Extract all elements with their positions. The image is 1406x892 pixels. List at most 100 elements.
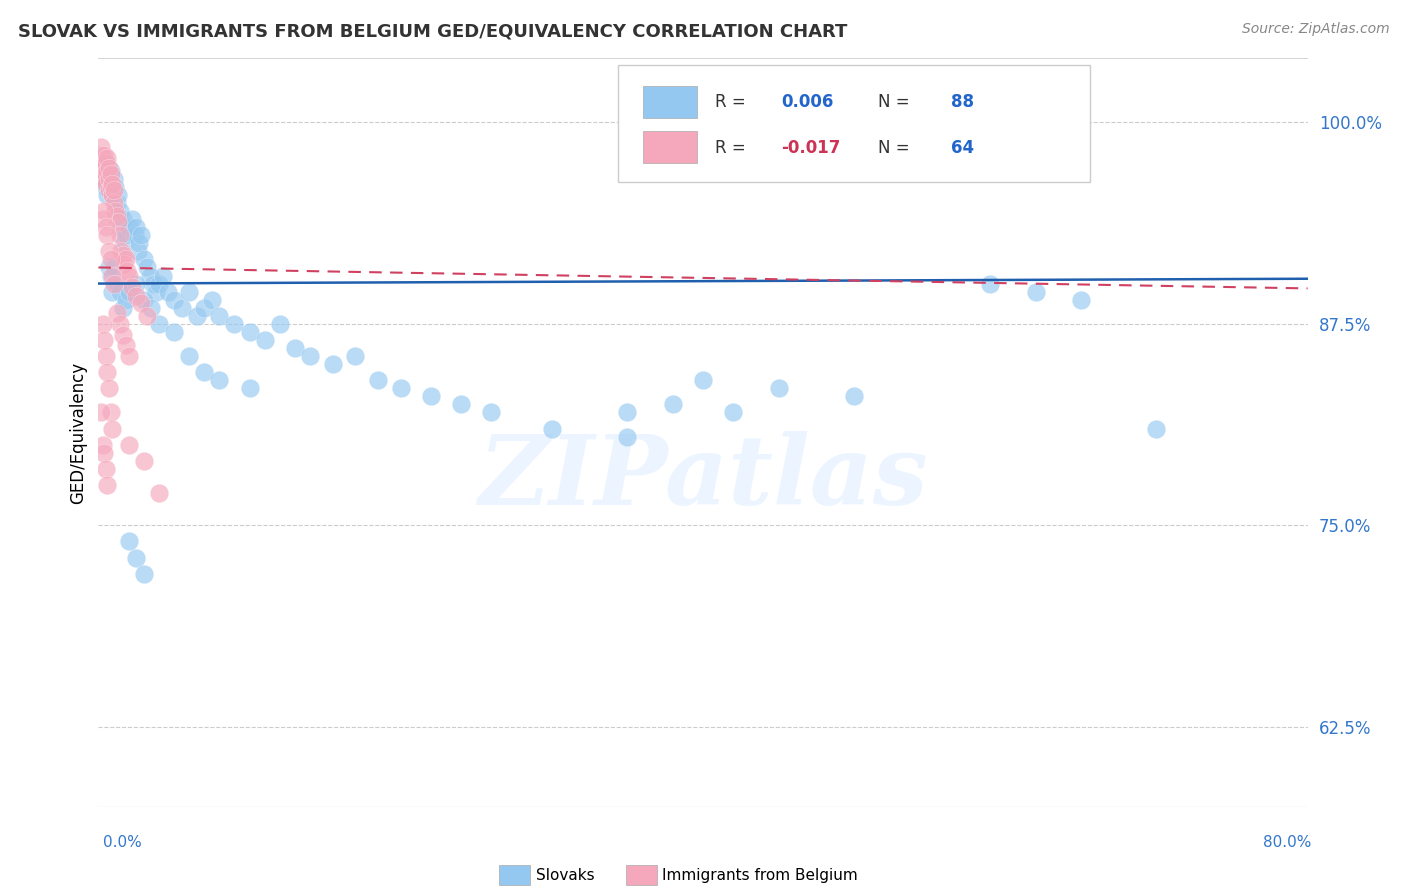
Point — [208, 309, 231, 323]
Point — [105, 196, 128, 211]
Point — [132, 252, 155, 267]
Point — [118, 349, 141, 363]
Text: R =: R = — [716, 93, 751, 112]
Point — [125, 220, 148, 235]
Point — [201, 293, 224, 307]
Point — [132, 293, 155, 307]
Point — [208, 373, 231, 387]
Point — [118, 220, 141, 235]
Point — [129, 296, 152, 310]
Point — [100, 180, 122, 194]
Point — [844, 389, 866, 403]
Text: 80.0%: 80.0% — [1264, 836, 1312, 850]
Point — [616, 430, 638, 444]
Point — [1144, 421, 1167, 435]
Point — [100, 163, 122, 178]
Point — [114, 338, 136, 352]
Point — [104, 180, 127, 194]
Point — [98, 171, 121, 186]
Point — [104, 204, 127, 219]
Point — [114, 252, 136, 267]
Point — [179, 349, 201, 363]
Point — [114, 228, 136, 243]
Point — [118, 268, 141, 283]
Point — [94, 462, 117, 476]
Point — [322, 357, 344, 371]
Point — [94, 155, 117, 169]
Point — [94, 167, 117, 181]
Point — [224, 317, 246, 331]
Point — [103, 183, 125, 197]
Point — [768, 381, 790, 395]
Point — [112, 236, 135, 251]
Point — [107, 215, 129, 229]
Point — [103, 277, 125, 291]
Text: Immigrants from Belgium: Immigrants from Belgium — [662, 868, 858, 882]
Point — [111, 328, 134, 343]
FancyBboxPatch shape — [643, 87, 697, 118]
Point — [90, 171, 112, 186]
Point — [979, 277, 1001, 291]
Point — [96, 151, 118, 165]
Point — [94, 177, 117, 191]
Text: 0.006: 0.006 — [782, 93, 834, 112]
Text: N =: N = — [879, 139, 915, 157]
Point — [344, 349, 367, 363]
Point — [239, 325, 262, 339]
Point — [93, 161, 115, 175]
Point — [101, 177, 124, 191]
Point — [96, 365, 118, 379]
Point — [540, 421, 562, 435]
Point — [284, 341, 307, 355]
Point — [107, 188, 129, 202]
Point — [420, 389, 443, 403]
Point — [125, 289, 148, 303]
Text: Slovaks: Slovaks — [536, 868, 595, 882]
Point — [93, 147, 115, 161]
Point — [98, 244, 121, 259]
Point — [110, 220, 132, 235]
Point — [93, 204, 115, 219]
Point — [101, 188, 124, 202]
Point — [96, 188, 118, 202]
Point — [98, 381, 121, 395]
Point — [723, 405, 745, 419]
Point — [121, 212, 143, 227]
Point — [91, 163, 114, 178]
Point — [367, 373, 389, 387]
Point — [98, 260, 121, 275]
Point — [253, 333, 276, 347]
Point — [112, 257, 135, 271]
Point — [94, 349, 117, 363]
Text: 0.0%: 0.0% — [103, 836, 142, 850]
Point — [152, 268, 174, 283]
Point — [111, 301, 134, 315]
Point — [135, 260, 157, 275]
Point — [105, 305, 128, 319]
Point — [108, 317, 131, 331]
Point — [100, 405, 122, 419]
Text: N =: N = — [879, 93, 915, 112]
Point — [101, 188, 124, 202]
Point — [93, 333, 115, 347]
Point — [299, 349, 322, 363]
Point — [105, 277, 128, 291]
Point — [108, 285, 131, 299]
Point — [135, 309, 157, 323]
Point — [100, 180, 122, 194]
Point — [127, 244, 149, 259]
Point — [111, 247, 134, 261]
Point — [163, 293, 186, 307]
Y-axis label: GED/Equivalency: GED/Equivalency — [69, 361, 87, 504]
Point — [103, 171, 125, 186]
Point — [101, 421, 124, 435]
Point — [148, 277, 170, 291]
Point — [94, 180, 117, 194]
Point — [90, 155, 112, 169]
Point — [96, 478, 118, 492]
Point — [105, 209, 128, 223]
Point — [91, 163, 114, 178]
FancyBboxPatch shape — [643, 131, 697, 163]
Point — [269, 317, 291, 331]
Point — [170, 301, 193, 315]
